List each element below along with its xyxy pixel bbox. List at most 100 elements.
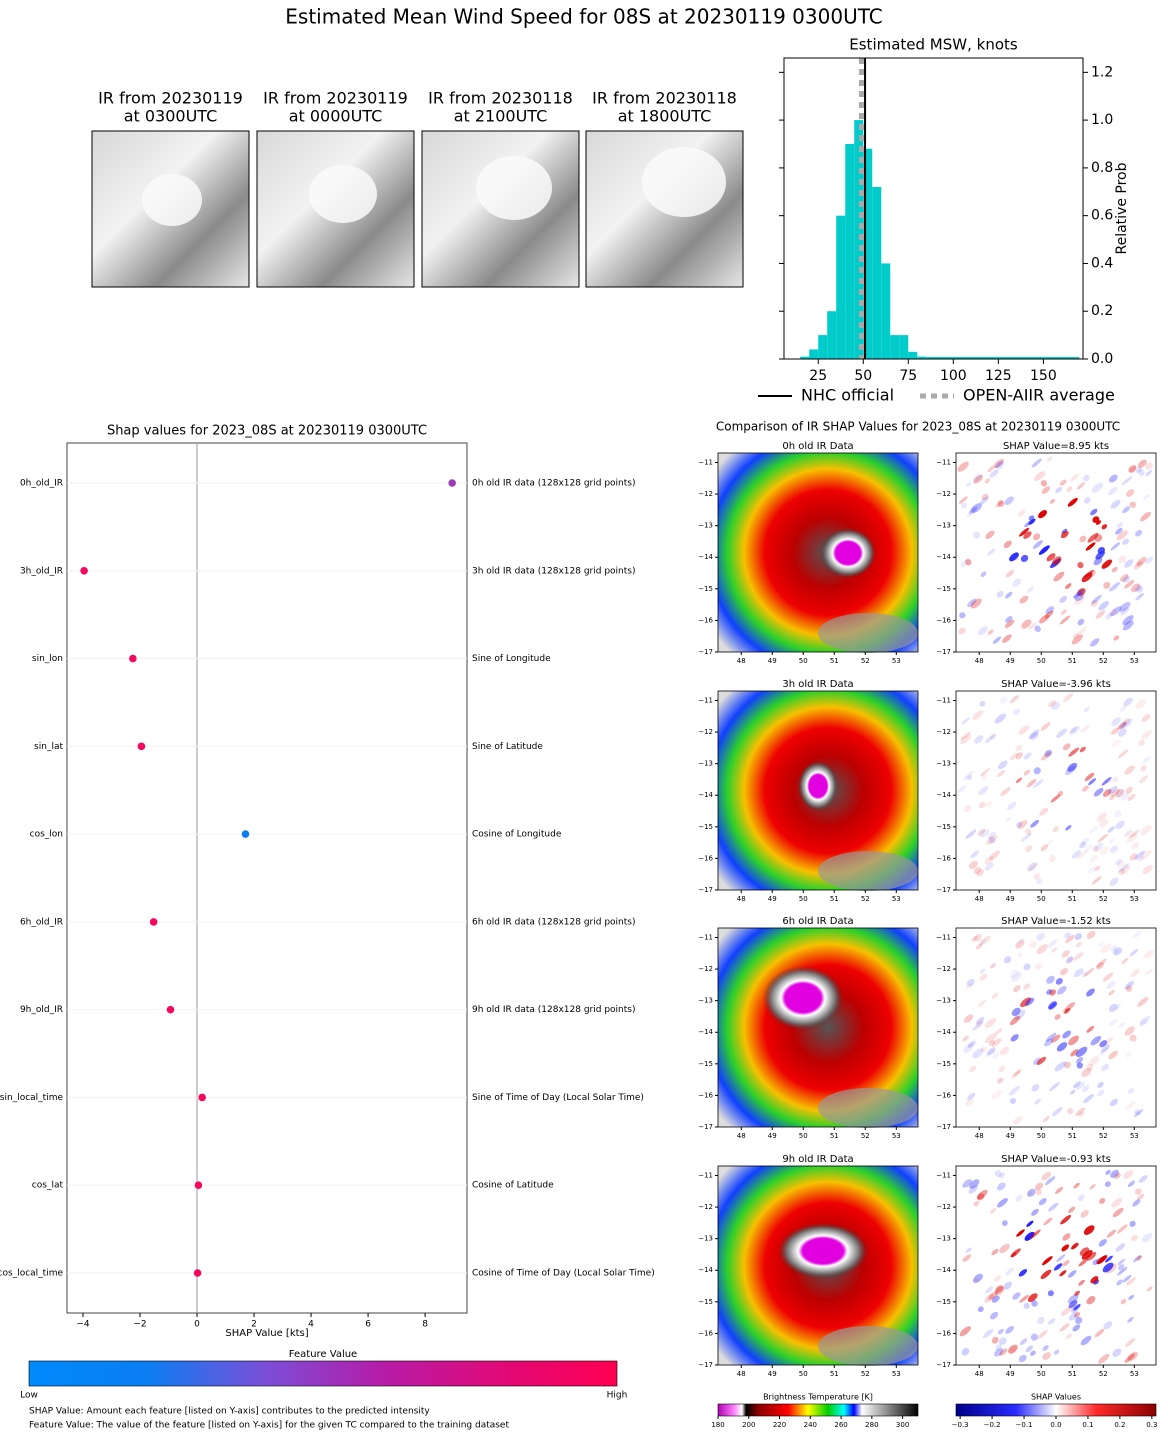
cloud [476, 156, 552, 220]
shap-blob [1076, 1062, 1083, 1069]
shap-blob [1038, 545, 1050, 555]
x-tick-label: 52 [1099, 657, 1108, 665]
shap-blob [1062, 692, 1074, 703]
shap-blob [1065, 1333, 1073, 1339]
shap-blob [1137, 997, 1149, 1007]
y-tick-label: −13 [698, 997, 713, 1005]
shap-blob [1109, 877, 1119, 886]
feature-description: Cosine of Latitude [472, 1181, 554, 1191]
shap-blob [1086, 1251, 1097, 1261]
x-tick-label: 53 [892, 895, 901, 903]
x-tick-label: 25 [809, 368, 827, 384]
shap-blob [1029, 941, 1037, 949]
shap-blob [1122, 1274, 1132, 1283]
x-tick-label: 48 [737, 1132, 746, 1140]
shap-blob [1070, 1049, 1079, 1057]
shap-blob [1019, 595, 1029, 604]
x-tick-label: 48 [975, 895, 984, 903]
shap-blob [965, 1247, 972, 1253]
shap-blob [1077, 588, 1086, 596]
shap-blob [1133, 561, 1143, 570]
cloud-band [818, 613, 918, 653]
shap-blob [1110, 499, 1121, 509]
y-tick-label: −13 [936, 1235, 951, 1243]
x-tick-label: 2 [251, 1320, 257, 1330]
shap-blob [1028, 515, 1035, 521]
shap-blob [1079, 746, 1086, 753]
shap-blob [1002, 634, 1012, 643]
shap-blob [1019, 1294, 1029, 1303]
shap-blob [1005, 817, 1012, 823]
histogram-bar [917, 356, 927, 359]
note: SHAP Value: Amount each feature [listed … [29, 1407, 430, 1417]
shap-blob [1005, 570, 1015, 578]
shap-blob [1013, 1116, 1023, 1125]
shap-blob [1009, 552, 1019, 562]
shap-blob [1060, 1306, 1072, 1316]
feature-colorbar [28, 1360, 618, 1387]
shap-blob [1023, 983, 1030, 990]
chart-title: Shap values for 2023_08S at 20230119 030… [107, 424, 427, 439]
shap-blob [1027, 1188, 1036, 1197]
y-tick-label: sin_local_time [0, 1093, 63, 1103]
shap-blob [1073, 1304, 1081, 1311]
shap-blob [1041, 486, 1051, 494]
shap-blob [1111, 717, 1121, 726]
y-tick-label: −12 [936, 728, 951, 736]
shap-blob [1068, 1300, 1078, 1309]
colorbar-tick-label: 0.1 [1082, 1421, 1093, 1429]
shap-blob [994, 1028, 1003, 1035]
shap-blob [1015, 940, 1025, 949]
shap-blob [1124, 765, 1135, 775]
shap-blob [1086, 930, 1096, 939]
shap-blob [1115, 788, 1125, 798]
shap-blob [979, 701, 986, 707]
shap-blob [1125, 786, 1133, 794]
shap-blob [989, 469, 999, 478]
shap-blob [1110, 788, 1120, 797]
shap-blob [978, 801, 986, 809]
shap-blob [1117, 860, 1125, 868]
colorbar-label: Brightness Temperature [K] [763, 1393, 873, 1402]
shap-blob [1065, 934, 1075, 944]
shap-blob [963, 770, 974, 781]
shap-blob [1076, 482, 1086, 490]
shap-blob [1045, 606, 1055, 615]
shap-blob [1023, 769, 1031, 776]
shap-blob [1117, 721, 1127, 730]
y-tick-label: −17 [698, 1123, 713, 1131]
y-tick-label: cos_lat [32, 1181, 64, 1191]
shap-blob [957, 784, 967, 794]
shap-blob [966, 481, 972, 487]
shap-blob [992, 1052, 1000, 1059]
shap-blob [1017, 820, 1028, 829]
shap-blob [1129, 1034, 1137, 1042]
shap-blob [1135, 529, 1143, 537]
shap-blob [994, 713, 1006, 724]
shap-blob [1048, 939, 1058, 948]
shap-blob [996, 590, 1004, 598]
shap-blob [997, 1328, 1004, 1335]
shap-blob [1075, 1316, 1083, 1324]
colorbar-tick-label: 0.0 [1050, 1421, 1061, 1429]
legend-label: OPEN-AIIR average [963, 386, 1115, 405]
shap-blob [971, 935, 978, 942]
shap-blob [1071, 850, 1082, 859]
thumbnail-title: at 1800UTC [618, 107, 712, 126]
shap-blob [1130, 969, 1140, 978]
shap-blob [1138, 469, 1145, 476]
panel-frame [955, 452, 1157, 653]
shap-blob [998, 1172, 1005, 1179]
colorbar-title: Feature Value [289, 1349, 357, 1360]
shap-blob [997, 1182, 1006, 1191]
storm-core [820, 528, 876, 578]
shap-blob [1129, 829, 1140, 839]
shap-blob [1126, 1277, 1136, 1286]
shap-blob [966, 774, 973, 781]
colorbar [955, 1403, 1157, 1417]
shap-blob [1052, 826, 1060, 833]
shap-blob [1041, 1171, 1052, 1181]
shap-blob [1075, 1046, 1088, 1057]
shap-blob [1094, 1328, 1105, 1338]
shap-blob [1113, 947, 1122, 956]
